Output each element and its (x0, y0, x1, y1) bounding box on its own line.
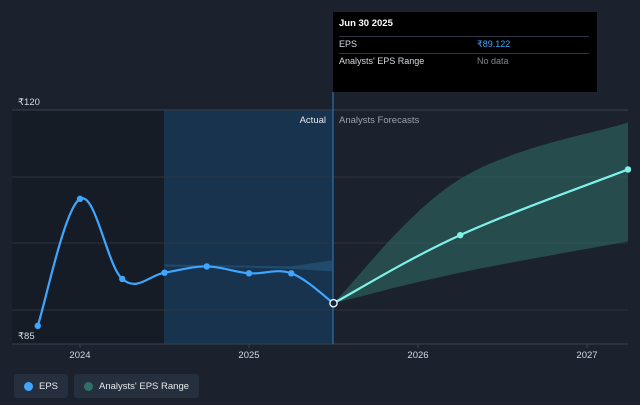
past-estimate-band (164, 260, 334, 272)
y-axis-label-top: ₹120 (18, 97, 40, 108)
tooltip-eps-value: ₹89.122 (477, 39, 511, 49)
legend-range-dot-icon (84, 381, 94, 391)
x-tick-label: 2025 (238, 350, 259, 361)
actual-highlight-region (164, 110, 333, 344)
legend-range-label: Analysts' EPS Range (99, 380, 190, 392)
x-tick-label: 2024 (69, 350, 90, 361)
analysts-range-area (333, 122, 628, 304)
tooltip-row-eps: EPS ₹89.122 (339, 36, 589, 53)
past-region-shade (12, 110, 164, 344)
tooltip-row-range: Analysts' EPS Range No data (339, 53, 589, 69)
tooltip: Jun 30 2025 EPS ₹89.122 Analysts' EPS Ra… (333, 12, 597, 92)
x-tick-label: 2027 (576, 350, 597, 361)
legend-item-analysts-range[interactable]: Analysts' EPS Range (74, 374, 200, 398)
eps-point[interactable] (203, 263, 210, 270)
legend: EPS Analysts' EPS Range (14, 374, 200, 398)
eps-point[interactable] (161, 269, 168, 276)
eps-point[interactable] (288, 270, 295, 277)
tooltip-range-label: Analysts' EPS Range (339, 56, 425, 66)
actual-label: Actual (300, 115, 326, 126)
eps-point[interactable] (245, 270, 253, 277)
x-tick-label: 2026 (407, 350, 428, 361)
tooltip-eps-label: EPS (339, 39, 358, 49)
analysts-forecasts-label: Analysts Forecasts (339, 115, 419, 126)
eps-forecast-point[interactable] (624, 166, 632, 173)
eps-point[interactable] (34, 322, 41, 330)
legend-eps-dot-icon (24, 381, 33, 391)
legend-eps-label: EPS (39, 380, 59, 392)
eps-forecast-point[interactable] (457, 231, 464, 239)
tooltip-range-value: No data (477, 56, 509, 66)
y-axis-label-bottom: ₹85 (18, 331, 35, 342)
eps-point[interactable] (119, 275, 126, 283)
eps-point[interactable] (76, 195, 84, 203)
tooltip-date: Jun 30 2025 (339, 18, 393, 29)
eps-point-highlight[interactable] (329, 298, 338, 308)
legend-item-eps[interactable]: EPS (14, 374, 69, 398)
